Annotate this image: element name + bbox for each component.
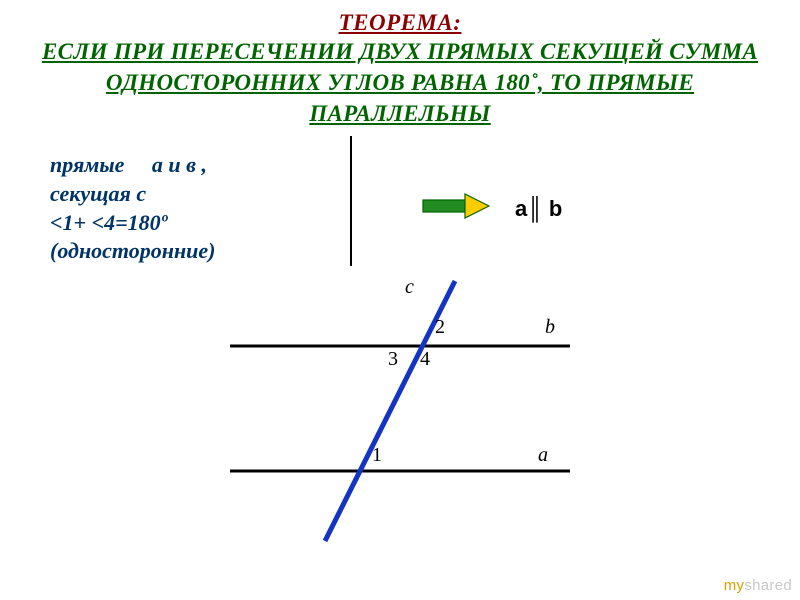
theorem-body: ЕСЛИ ПРИ ПЕРЕСЕЧЕНИИ ДВУХ ПРЯМЫХ СЕКУЩЕЙ… [20,36,780,129]
watermark: myshared [724,577,792,594]
theorem-header: ТЕОРЕМА: ЕСЛИ ПРИ ПЕРЕСЕЧЕНИИ ДВУХ ПРЯМЫ… [0,0,800,129]
middle-row: прямые а и в , секущая с <1+ <4=180º (од… [0,151,800,266]
vertical-separator [350,136,352,266]
given-line-4: (односторонние) [50,237,350,266]
theorem-title: ТЕОРЕМА: [20,10,780,36]
lines-diagram: c 2 b 3 4 1 a [210,276,590,546]
arrow-icon [422,192,490,225]
label-3: 3 [388,348,398,371]
label-1: 1 [372,444,382,467]
given-block: прямые а и в , секущая с <1+ <4=180º (од… [50,151,350,265]
label-c: c [405,276,414,299]
given-line-1: прямые а и в , [50,151,350,180]
watermark-part1: my [724,577,745,594]
label-b: b [545,316,555,339]
given-line-2: секущая с [50,180,350,209]
watermark-part2: shared [744,577,792,594]
conclusion-text: a║ b [515,196,562,222]
label-2: 2 [435,316,445,339]
label-4: 4 [420,348,430,371]
given-line-3: <1+ <4=180º [50,209,350,238]
label-a: a [538,444,548,467]
